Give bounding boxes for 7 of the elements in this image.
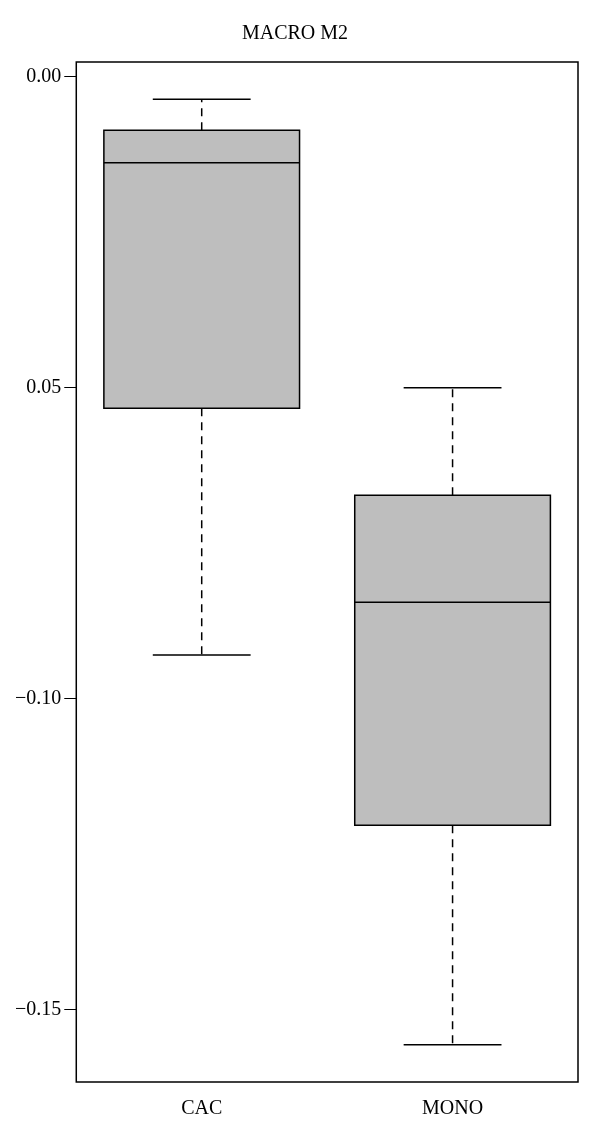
- y-tick-label: 0.05: [26, 374, 62, 397]
- y-tick-label: −0.10: [15, 685, 62, 708]
- chart-title: MACRO M2: [241, 21, 349, 44]
- y-tick-label: 0.00: [26, 64, 62, 87]
- x-tick-label: CAC: [181, 1096, 223, 1119]
- x-tick-label: MONO: [422, 1096, 484, 1119]
- y-tick-label: −0.15: [15, 996, 62, 1019]
